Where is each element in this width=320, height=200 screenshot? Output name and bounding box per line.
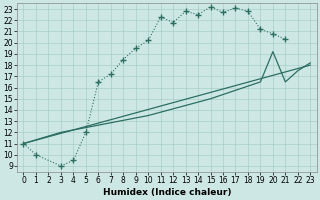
X-axis label: Humidex (Indice chaleur): Humidex (Indice chaleur) (103, 188, 231, 197)
